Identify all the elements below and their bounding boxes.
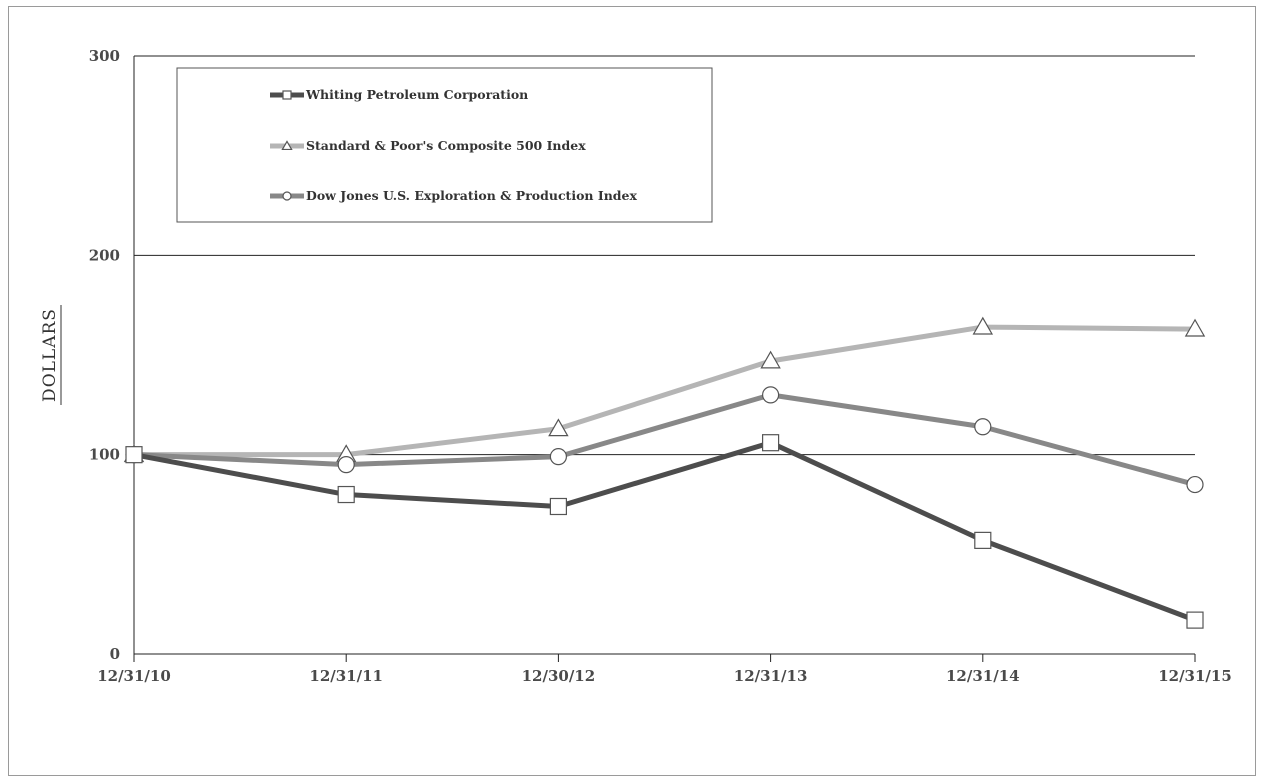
data-point-circle-5	[1186, 475, 1204, 494]
y-tick-label-200: 200	[89, 246, 120, 264]
y-tick-label-300: 300	[89, 47, 120, 65]
legend-marker-triangle	[281, 140, 293, 151]
data-point-square-4	[974, 531, 992, 549]
legend-entry-circle: Dow Jones U.S. Exploration & Production …	[270, 188, 637, 203]
data-point-triangle-5	[1184, 318, 1206, 337]
y-axis-label-group: DOLLARS	[40, 305, 62, 405]
data-point-circle-1	[337, 456, 355, 474]
x-tick-label-2: 12/30/12	[522, 667, 596, 685]
legend-label-square: Whiting Petroleum Corporation	[305, 87, 528, 102]
y-tick-label-0: 0	[110, 645, 120, 663]
data-point-square-0	[125, 446, 143, 464]
series-line-circle	[133, 392, 1196, 487]
axes	[133, 56, 1196, 662]
data-point-square-1	[337, 485, 355, 504]
data-point-circle-3	[761, 386, 780, 404]
series-square	[125, 434, 1204, 629]
series-line-square	[133, 440, 1196, 623]
data-point-circle-2	[549, 448, 568, 466]
y-tick-label-100: 100	[89, 446, 120, 464]
series-triangle	[123, 316, 1206, 463]
data-point-square-3	[761, 434, 780, 452]
legend-entry-square: Whiting Petroleum Corporation	[270, 87, 528, 102]
x-tick-label-0: 12/31/10	[97, 667, 171, 685]
x-tick-label-4: 12/31/14	[946, 667, 1020, 685]
legend-marker-square	[282, 90, 292, 100]
x-tick-label-5: 12/31/15	[1158, 667, 1232, 685]
legend-label-circle: Dow Jones U.S. Exploration & Production …	[306, 188, 637, 203]
x-tick-labels: 12/31/10 12/31/11 12/30/12 12/31/13 12/31/14…	[97, 667, 1232, 685]
legend-marker-circle	[282, 191, 292, 201]
legend-label-triangle: Standard & Poor's Composite 500 Index	[306, 138, 586, 153]
series-layer	[123, 316, 1206, 629]
x-tick-label-1: 12/31/11	[309, 667, 383, 685]
legend-entry-triangle: Standard & Poor's Composite 500 Index	[270, 138, 586, 153]
y-axis-label: DOLLARS	[40, 308, 60, 402]
data-point-triangle-2	[548, 418, 569, 437]
legend: Whiting Petroleum Corporation Standard & …	[176, 67, 713, 223]
data-point-triangle-4	[972, 316, 994, 335]
data-point-square-5	[1186, 611, 1204, 629]
data-point-square-2	[549, 497, 568, 516]
data-point-circle-4	[974, 418, 992, 436]
legend-box	[176, 67, 713, 223]
series-line-triangle	[134, 324, 1196, 458]
data-point-triangle-3	[760, 350, 781, 369]
y-tick-labels: 0 100 200 300	[89, 47, 120, 663]
x-tick-label-3: 12/31/13	[734, 667, 808, 685]
